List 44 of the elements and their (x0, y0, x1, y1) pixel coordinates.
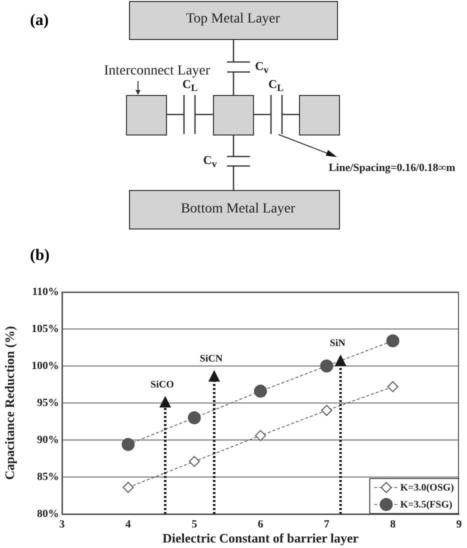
text: C$_{v}$ (203, 152, 217, 170)
point (321, 404, 332, 416)
series-label: SiCO (150, 380, 174, 391)
text: C$_{L}$ (268, 76, 284, 94)
x-tick-label: 3 (59, 518, 66, 530)
text: C$_{L}$ (182, 76, 198, 94)
point (386, 334, 400, 348)
point (188, 456, 200, 467)
text: (a) (30, 12, 49, 30)
point (188, 411, 201, 424)
point (208, 370, 220, 382)
series-label: SiCN (200, 354, 224, 365)
point (255, 430, 266, 442)
y-tick-label: 80% (37, 508, 59, 520)
y-tick-label: 85% (37, 470, 59, 483)
y-tick-label: 90% (37, 434, 59, 446)
point (254, 384, 267, 398)
point (335, 355, 346, 366)
text: Top Metal Layer (186, 11, 280, 27)
point (160, 396, 171, 408)
point (320, 360, 334, 372)
x-tick-label: 5 (192, 518, 198, 530)
text: Bottom Metal Layer (180, 201, 296, 217)
x-tick-label: 6 (258, 518, 264, 530)
y-tick-label: 100% (32, 360, 59, 372)
series-label: SiN (330, 338, 346, 350)
text: Line/Spacing=0.16/0.18∞m (328, 162, 456, 174)
point (387, 381, 398, 392)
text: C$_{v}$ (255, 58, 269, 76)
point (122, 482, 134, 493)
x-axis-title: Dielectric Constant of barrier layer (162, 530, 359, 546)
y-tick-label: 105% (32, 322, 59, 335)
y-tick-label: 110% (32, 286, 59, 298)
chart-title: (b) (30, 247, 50, 265)
x-tick-label: 9 (456, 518, 462, 530)
legend-label: K=3.0(OSG) (400, 482, 454, 494)
legend-label: K=3.5(FSG) (400, 500, 452, 511)
point (122, 438, 135, 451)
x-tick-label: 4 (125, 518, 132, 530)
y-tick-label: 95% (37, 396, 59, 409)
text: Interconnect Layer (104, 63, 210, 79)
x-tick-label: 7 (324, 518, 330, 530)
y-axis-title: Capacitance Reduction (%) (2, 326, 18, 480)
x-tick-label: 8 (390, 518, 396, 530)
